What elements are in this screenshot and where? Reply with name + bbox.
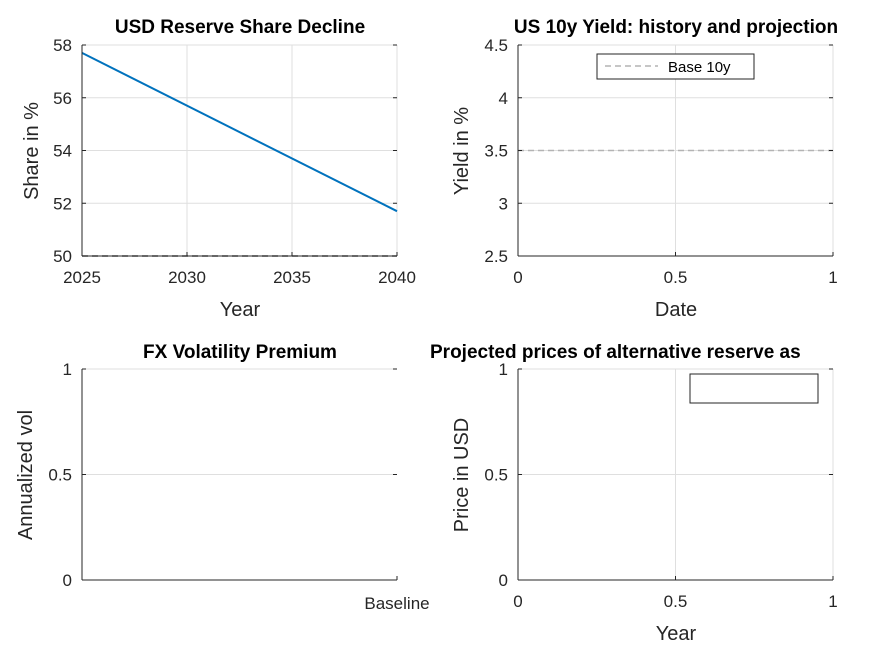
axes [81,368,398,581]
y-tick-label: 1 [499,360,508,379]
x-axis-label: Date [655,299,697,321]
x-tick-label: 1 [828,268,837,287]
y-tick-label: 0.5 [484,466,508,485]
tick-labels: 50 52 54 56 58 2025 2030 2035 2040 [53,36,416,287]
x-tick-label: 0 [513,592,522,611]
y-tick-label: 52 [53,194,72,213]
y-tick-label: 3.5 [484,142,508,161]
x-tick-label: 2025 [63,268,101,287]
legend-box [689,373,819,404]
y-tick-label: 2.5 [484,247,508,266]
chart-title: USD Reserve Share Decline [115,17,365,38]
y-tick-label: 56 [53,89,72,108]
series-lines [81,52,398,257]
grid [82,368,397,581]
legend-box [596,53,755,80]
legend: Base 10y [596,53,755,80]
y-tick-label: 4 [499,89,508,108]
chart-title: US 10y Yield: history and projection [514,17,838,38]
x-tick-label: 0 [513,268,522,287]
tick-labels: 00.51 [48,360,72,590]
axes [517,44,834,257]
panel-fx-volatility-premium: 00.51 FX Volatility Premium Baseline Ann… [15,342,430,613]
y-axis-label: Price in USD [451,418,473,532]
y-axis-label: Yield in % [451,107,473,195]
y-tick-label: 50 [53,247,72,266]
y-tick-label: 4.5 [484,36,508,55]
y-tick-label: 0.5 [48,466,72,485]
chart-title: FX Volatility Premium [143,342,337,363]
panel-usd-reserve-share: 50 52 54 56 58 2025 2030 2035 2040 USD Reserve S… [21,17,416,321]
y-tick-label: 0 [499,571,508,590]
tick-labels: 0 0.5 1 0 0.5 1 [484,360,837,611]
x-axis-label: Year [220,299,261,321]
panel-us-10y-yield: 2.5 3 3.5 4 4.5 0 0.5 1 US 10y Yield: history a… [451,17,838,321]
tick-labels: 2.5 3 3.5 4 4.5 0 0.5 1 [484,36,837,287]
x-tick-label: 0.5 [664,592,688,611]
y-tick-label: 3 [499,194,508,213]
y-tick-label: 58 [53,36,72,55]
x-tick-label: 2040 [378,268,416,287]
chart-title: Projected prices of alternative reserve … [430,342,801,363]
y-tick-label: 54 [53,142,72,161]
axes [517,368,834,581]
x-tick-label: 1 [828,592,837,611]
x-tick-label: 2030 [168,268,206,287]
y-axis-label: Annualized vol [15,410,37,540]
x-tick-label: 2035 [273,268,311,287]
category-label-baseline: Baseline [364,594,429,613]
y-tick-label: 0 [63,571,72,590]
y-axis-label: Share in % [21,102,43,200]
y-tick-label: 1 [63,360,72,379]
axes [81,44,398,257]
x-tick-label: 0.5 [664,268,688,287]
legend-entry-base-10y: Base 10y [668,59,731,76]
x-axis-label: Year [656,623,697,645]
series-line-0 [81,52,398,213]
panel-alternative-reserve-prices: 0 0.5 1 0 0.5 1 Projected prices of alternati… [430,342,838,645]
